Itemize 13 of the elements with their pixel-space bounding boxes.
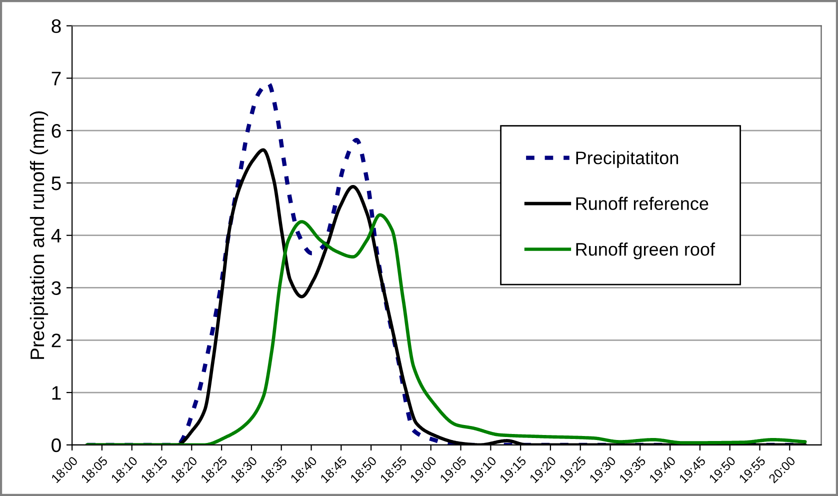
y-tick-label: 0	[52, 438, 61, 452]
y-tick-label: 8	[52, 19, 61, 34]
y-axis-title: Precipitation and runoff (mm)	[30, 111, 48, 359]
y-tick-label: 4	[51, 229, 62, 242]
y-tick-label: 6	[52, 124, 61, 138]
y-tick-label: 2	[52, 334, 61, 348]
y-tick-label: 7	[52, 72, 61, 86]
y-tick-label: 1	[52, 386, 61, 400]
y-tick-label: 3	[52, 281, 61, 295]
y-tick-label: 5	[52, 176, 61, 190]
legend-label: Runoff reference	[576, 196, 708, 210]
legend-label: Precipitatiton	[576, 151, 678, 168]
legend-label: Runoff green roof	[576, 242, 716, 260]
